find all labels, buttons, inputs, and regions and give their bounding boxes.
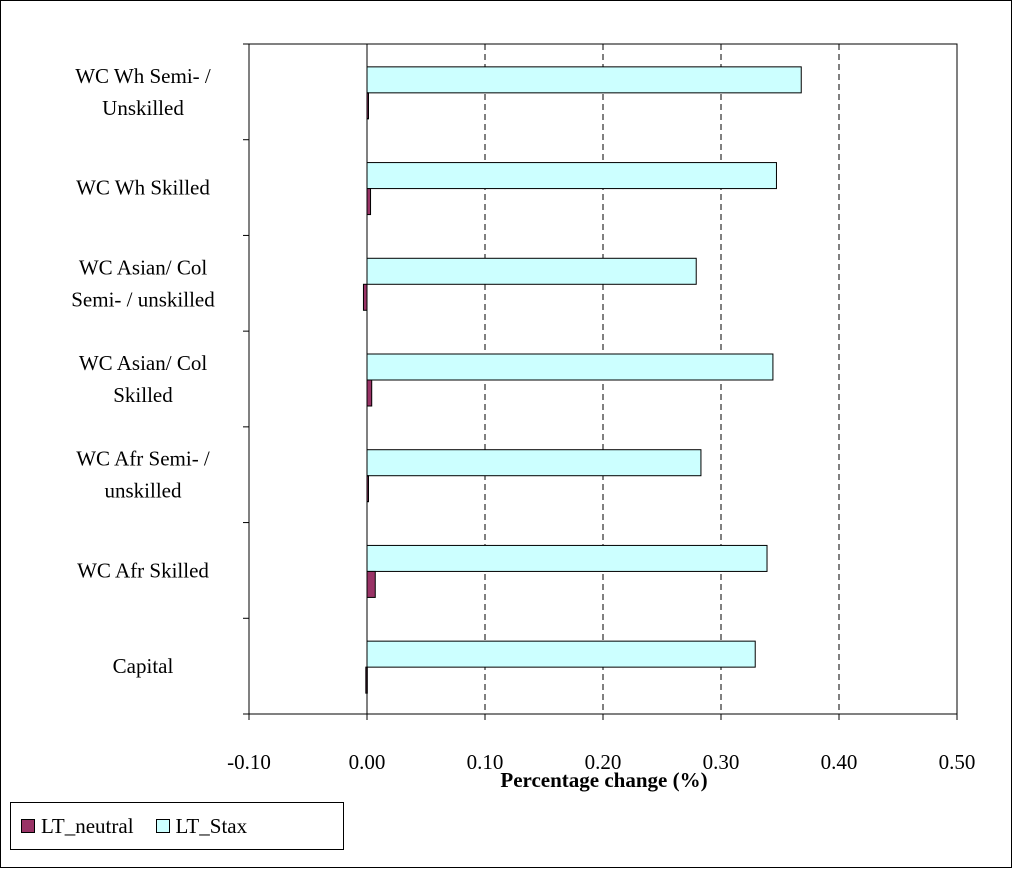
x-tick-label: 0.10 xyxy=(467,750,504,774)
bar-lt-stax xyxy=(366,353,774,381)
category-label: Capital xyxy=(113,654,174,678)
category-label: WC Asian/ Col Skilled xyxy=(79,351,208,407)
x-tick-label: 0.00 xyxy=(349,750,386,774)
x-tick-label: 0.40 xyxy=(821,750,858,774)
bars xyxy=(362,66,802,694)
bar-lt-stax xyxy=(366,449,702,477)
bar-lt-stax xyxy=(366,544,768,572)
bar-lt-neutral xyxy=(362,283,368,311)
legend-item-lt-stax: LT_Stax xyxy=(155,813,248,839)
legend-label-lt-stax: LT_Stax xyxy=(175,813,248,838)
legend: LT_neutral LT_Stax xyxy=(10,802,344,850)
bar-lt-stax xyxy=(366,257,697,285)
bar-lt-neutral xyxy=(366,188,372,216)
legend-swatch-lt-neutral xyxy=(21,819,35,833)
bar-lt-stax xyxy=(366,162,777,190)
bar-lt-neutral xyxy=(366,570,376,598)
bar-lt-neutral xyxy=(366,379,373,407)
x-tick-label: 0.30 xyxy=(703,750,740,774)
legend-swatch-lt-stax xyxy=(155,819,170,833)
axes xyxy=(243,43,958,720)
category-label: WC Wh Semi- / Unskilled xyxy=(75,64,211,120)
category-label: WC Asian/ Col Semi- / unskilled xyxy=(71,255,215,311)
x-axis-title: Percentage change (%) xyxy=(500,768,707,792)
legend-label-lt-neutral: LT_neutral xyxy=(41,813,134,838)
category-labels: WC Wh Semi- / Unskilled WC Wh Skilled WC As… xyxy=(71,64,215,678)
category-label: WC Afr Skilled xyxy=(77,558,209,582)
x-tick-label: 0.20 xyxy=(585,750,622,774)
category-label: WC Afr Semi- / unskilled xyxy=(76,447,210,503)
bar-lt-stax xyxy=(366,66,802,94)
category-label: WC Wh Skilled xyxy=(76,176,210,200)
x-tick-label: 0.50 xyxy=(939,750,976,774)
legend-item-lt-neutral: LT_neutral xyxy=(21,814,134,839)
x-tick-labels: -0.10 0.00 0.10 0.20 0.30 0.40 0.50 xyxy=(227,750,975,774)
x-tick-label: -0.10 xyxy=(227,750,271,774)
bar-lt-stax xyxy=(366,640,756,668)
